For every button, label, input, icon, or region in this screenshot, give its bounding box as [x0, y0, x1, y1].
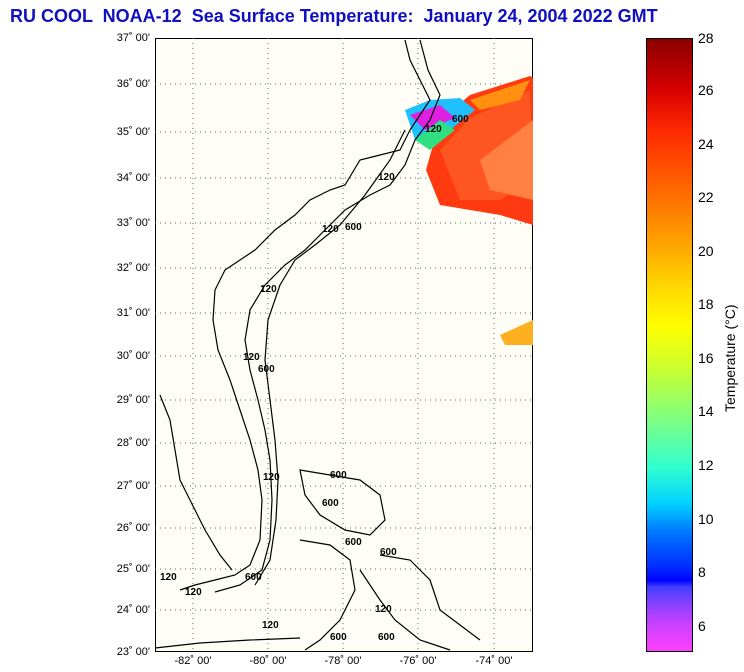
contour-label: 600: [258, 364, 275, 375]
contour-label: 120: [185, 587, 202, 598]
lat-label: 27˚ 00': [116, 480, 150, 492]
lat-label: 36˚ 00': [116, 78, 150, 90]
colorbar-tick: 18: [698, 296, 714, 312]
contour-label: 600: [345, 222, 362, 233]
contour-label: 120: [243, 352, 260, 363]
lat-label: 34˚ 00': [116, 172, 150, 184]
lat-label: 26˚ 00': [116, 522, 150, 534]
contour-label: 120: [425, 124, 442, 135]
contour-label: 120: [378, 172, 395, 183]
temperature-colorbar: [646, 38, 693, 652]
colorbar-label: Temperature (°C): [722, 304, 738, 412]
lon-label: -82˚ 00': [174, 655, 212, 667]
lat-label: 31˚ 00': [116, 307, 150, 319]
lat-label: 25˚ 00': [116, 563, 150, 575]
lat-label: 35˚ 00': [116, 126, 150, 138]
contour-label: 600: [452, 114, 469, 125]
lon-label: -74˚ 00': [475, 655, 513, 667]
colorbar-tick: 28: [698, 30, 714, 46]
lat-label: 33˚ 00': [116, 217, 150, 229]
contour-label: 600: [330, 632, 347, 643]
contour-label: 600: [378, 632, 395, 643]
contour-label: 600: [330, 470, 347, 481]
contour-label: 600: [380, 547, 397, 558]
lon-label: -80˚ 00': [249, 655, 287, 667]
colorbar-tick: 6: [698, 618, 706, 634]
contour-label: 600: [322, 498, 339, 509]
contour-label: 600: [245, 572, 262, 583]
contour-label: 120: [263, 472, 280, 483]
colorbar-tick: 24: [698, 136, 714, 152]
lon-label: -76˚ 00': [399, 655, 437, 667]
map-title: RU COOL NOAA-12 Sea Surface Temperature:…: [10, 6, 658, 26]
lat-label: 32˚ 00': [116, 262, 150, 274]
lon-label: -78˚ 00': [324, 655, 362, 667]
lat-label: 23˚ 00': [116, 646, 150, 658]
lat-label: 30˚ 00': [116, 350, 150, 362]
colorbar-tick: 26: [698, 82, 714, 98]
colorbar-tick: 14: [698, 403, 714, 419]
coastline: [154, 39, 481, 651]
colorbar-tick: 10: [698, 511, 714, 527]
contour-label: 120: [262, 620, 279, 631]
contour-label: 600: [345, 537, 362, 548]
colorbar-tick: 16: [698, 350, 714, 366]
lat-label: 37˚ 00': [116, 32, 150, 44]
colorbar-tick: 20: [698, 243, 714, 259]
colorbar-tick: 22: [698, 189, 714, 205]
colorbar-tick: 8: [698, 564, 706, 580]
colorbar-tick: 12: [698, 457, 714, 473]
contour-label: 120: [322, 224, 339, 235]
lat-label: 29˚ 00': [116, 394, 150, 406]
contour-labels: 120 120 600 120 120 600 120 600 120 120 …: [160, 114, 469, 643]
contour-label: 120: [260, 284, 277, 295]
lat-label: 28˚ 00': [116, 437, 150, 449]
sst-swath: [405, 76, 533, 345]
contour-label: 120: [160, 572, 177, 583]
lat-label: 24˚ 00': [116, 604, 150, 616]
contour-label: 120: [375, 604, 392, 615]
